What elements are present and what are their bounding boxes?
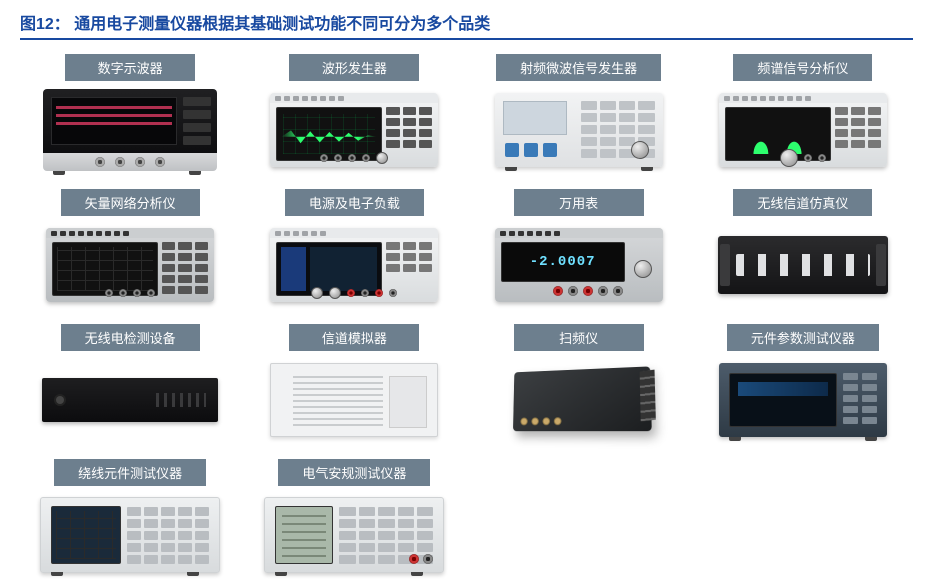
category-cell: 绕线元件测试仪器	[30, 459, 230, 578]
safety-tester-device	[264, 497, 444, 573]
category-label: 波形发生器	[289, 54, 419, 81]
winding-tester-device	[40, 497, 220, 573]
category-label: 无线信道仿真仪	[733, 189, 872, 216]
device-illustration	[264, 222, 444, 308]
device-illustration	[713, 87, 893, 173]
figure-label: 图12：	[20, 16, 70, 33]
category-cell: 无线电检测设备	[30, 324, 230, 443]
category-cell: 信道模拟器	[254, 324, 454, 443]
device-illustration	[40, 492, 220, 578]
sweep-analyzer-device	[513, 366, 652, 431]
category-cell: 元件参数测试仪器	[703, 324, 903, 443]
waveform-gen-device	[270, 93, 438, 167]
category-label: 射频微波信号发生器	[496, 54, 661, 81]
figure-title-text: 通用电子测量仪器根据其基础测试功能不同可分为多个品类	[74, 16, 490, 33]
device-illustration	[264, 357, 444, 443]
category-label: 频谱信号分析仪	[733, 54, 872, 81]
category-grid: 数字示波器 波形发生器 射频微波信号发生器 频谱信号分析仪	[20, 54, 913, 578]
category-label: 电气安规测试仪器	[278, 459, 430, 486]
component-param-tester-device	[719, 363, 887, 437]
category-cell: 数字示波器	[30, 54, 230, 173]
device-illustration	[489, 357, 669, 443]
category-cell: 无线信道仿真仪	[703, 189, 903, 308]
device-illustration	[713, 222, 893, 308]
device-illustration	[264, 492, 444, 578]
radio-detector-device	[42, 378, 218, 422]
device-illustration	[489, 87, 669, 173]
figure-title: 图12： 通用电子测量仪器根据其基础测试功能不同可分为多个品类	[20, 10, 913, 40]
oscilloscope-device	[43, 89, 217, 171]
device-illustration	[264, 87, 444, 173]
category-cell: 电源及电子负载	[254, 189, 454, 308]
category-cell: 电气安规测试仪器	[254, 459, 454, 578]
device-illustration	[40, 222, 220, 308]
channel-emulator-device	[270, 363, 438, 437]
device-illustration	[40, 87, 220, 173]
category-label: 万用表	[514, 189, 644, 216]
category-label: 绕线元件测试仪器	[54, 459, 206, 486]
power-supply-device	[270, 228, 438, 302]
category-cell: 矢量网络分析仪	[30, 189, 230, 308]
category-label: 扫频仪	[514, 324, 644, 351]
category-label: 无线电检测设备	[61, 324, 200, 351]
multimeter-display: -2.0007	[501, 242, 625, 282]
category-cell: 扫频仪	[479, 324, 679, 443]
category-label: 元件参数测试仪器	[727, 324, 879, 351]
category-cell: 射频微波信号发生器	[479, 54, 679, 173]
category-cell: 波形发生器	[254, 54, 454, 173]
category-label: 矢量网络分析仪	[61, 189, 200, 216]
category-label: 数字示波器	[65, 54, 195, 81]
wireless-chan-sim-device	[718, 236, 888, 294]
rf-signal-gen-device	[495, 93, 663, 167]
vector-analyzer-device	[46, 228, 214, 302]
spectrum-analyzer-device	[719, 93, 887, 167]
category-cell: 频谱信号分析仪	[703, 54, 903, 173]
device-illustration	[40, 357, 220, 443]
category-label: 电源及电子负载	[285, 189, 424, 216]
device-illustration: -2.0007	[489, 222, 669, 308]
category-label: 信道模拟器	[289, 324, 419, 351]
category-cell: 万用表 -2.0007	[479, 189, 679, 308]
multimeter-device: -2.0007	[495, 228, 663, 302]
device-illustration	[713, 357, 893, 443]
